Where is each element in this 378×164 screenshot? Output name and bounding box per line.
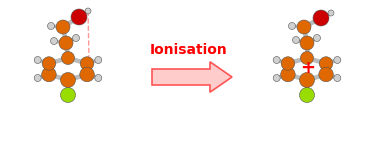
Circle shape bbox=[328, 10, 334, 16]
Circle shape bbox=[301, 51, 313, 64]
Circle shape bbox=[60, 88, 76, 102]
Circle shape bbox=[34, 57, 41, 63]
Circle shape bbox=[319, 67, 333, 82]
Circle shape bbox=[73, 34, 79, 41]
Circle shape bbox=[273, 57, 280, 63]
Circle shape bbox=[95, 57, 102, 63]
Circle shape bbox=[80, 67, 94, 82]
Circle shape bbox=[85, 8, 91, 14]
Circle shape bbox=[42, 57, 56, 70]
FancyArrow shape bbox=[152, 62, 232, 92]
Circle shape bbox=[299, 88, 314, 102]
Circle shape bbox=[281, 57, 295, 70]
Circle shape bbox=[300, 36, 314, 50]
Text: Ionisation: Ionisation bbox=[150, 43, 228, 57]
Circle shape bbox=[80, 57, 94, 70]
Circle shape bbox=[313, 10, 329, 26]
Circle shape bbox=[281, 67, 295, 82]
Circle shape bbox=[273, 74, 280, 82]
Circle shape bbox=[334, 74, 341, 82]
Circle shape bbox=[42, 67, 56, 82]
Circle shape bbox=[297, 20, 311, 34]
Circle shape bbox=[334, 57, 341, 63]
Circle shape bbox=[34, 74, 41, 82]
Circle shape bbox=[56, 20, 70, 34]
Circle shape bbox=[48, 22, 54, 30]
Circle shape bbox=[60, 72, 76, 88]
Circle shape bbox=[95, 74, 102, 82]
Circle shape bbox=[299, 72, 314, 88]
Circle shape bbox=[59, 36, 73, 50]
Circle shape bbox=[71, 9, 87, 25]
Text: +: + bbox=[301, 59, 316, 77]
Circle shape bbox=[319, 57, 333, 70]
Circle shape bbox=[313, 34, 321, 41]
Circle shape bbox=[293, 37, 299, 43]
Circle shape bbox=[62, 51, 74, 64]
Circle shape bbox=[51, 38, 57, 44]
Circle shape bbox=[288, 22, 296, 30]
